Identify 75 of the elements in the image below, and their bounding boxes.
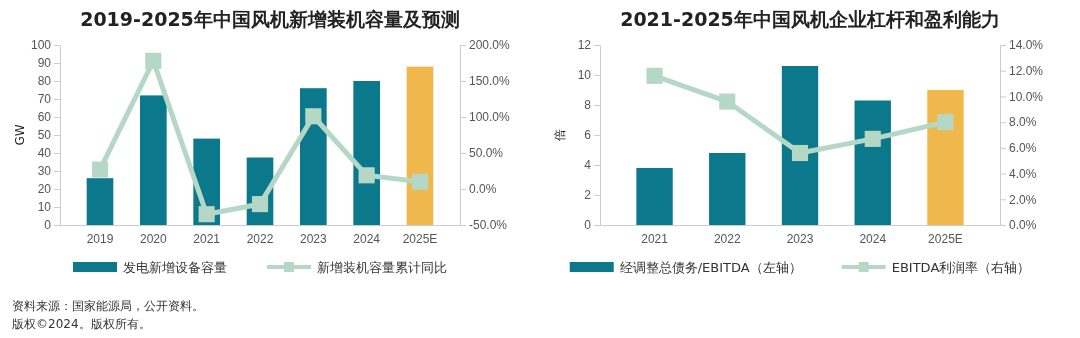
y-tick-label: 60 <box>37 110 52 125</box>
text: 版权©2024。版权所有。 <box>12 317 151 331</box>
point <box>91 161 109 178</box>
x-tick-label: 2025E <box>928 231 963 246</box>
y2-tick-label: 4.0% <box>1009 166 1037 181</box>
y-tick-label: 6 <box>584 128 592 143</box>
point <box>198 206 215 223</box>
y-tick-label: 30 <box>37 164 52 179</box>
y2-tick-label: 50.0% <box>469 146 504 161</box>
point <box>719 93 736 110</box>
y-tick-label: 20 <box>37 182 52 197</box>
point <box>411 173 429 190</box>
legend-label: 发电新增设备容量 <box>123 260 227 275</box>
x-tick-label: 2023 <box>299 231 327 246</box>
y-axis-title: GW <box>13 124 27 146</box>
bar <box>854 100 891 225</box>
point <box>305 108 322 125</box>
y2-tick-label: 2.0% <box>1009 192 1037 207</box>
y2-tick-label: 14.0% <box>1009 38 1044 53</box>
y-tick-label: 10 <box>37 200 52 215</box>
x-tick-label: 2024 <box>859 231 887 246</box>
x-tick-label: 2021 <box>193 231 221 246</box>
y2-tick-label: 10.0% <box>1009 89 1044 104</box>
legend-label: 经调整总债务/EBITDA（左轴） <box>619 260 802 275</box>
y-tick-label: 8 <box>584 98 592 113</box>
x-tick-label: 2020 <box>139 231 167 246</box>
legend-label: EBITDA利润率（右轴） <box>891 260 1031 275</box>
y-tick-label: 70 <box>37 92 52 107</box>
y-tick-label: 100 <box>30 38 52 53</box>
y2-tick-label: 0.0% <box>1009 218 1037 233</box>
bar <box>86 178 114 225</box>
y-tick-label: 12 <box>577 38 592 53</box>
y-tick-label: 40 <box>37 146 52 161</box>
y-tick-label: 0 <box>44 218 52 233</box>
y2-tick-label: 100.0% <box>469 110 511 125</box>
y-tick-label: 2 <box>584 188 592 203</box>
point <box>864 130 881 147</box>
bar <box>406 66 434 225</box>
y-tick-label: 10 <box>577 68 592 83</box>
y-tick-label: 4 <box>584 158 592 173</box>
x-tick-label: 2025E <box>402 231 438 246</box>
x-tick-label: 2019 <box>86 231 114 246</box>
x-tick-label: 2023 <box>786 231 814 246</box>
point <box>646 67 663 84</box>
y2-tick-label: 0.0% <box>469 182 497 197</box>
y-tick-label: 90 <box>37 56 52 71</box>
y2-tick-label: 12.0% <box>1009 64 1044 79</box>
x-tick-label: 2022 <box>246 231 274 246</box>
x-tick-label: 2024 <box>353 231 381 246</box>
y2-tick-label: -50.0% <box>469 218 508 233</box>
bar <box>353 81 380 225</box>
y-tick-label: 0 <box>584 218 592 233</box>
y2-tick-label: 150.0% <box>469 74 511 89</box>
point <box>937 114 954 131</box>
bar <box>781 66 819 225</box>
bar <box>927 90 964 225</box>
point <box>251 196 269 213</box>
y2-tick-label: 8.0% <box>1009 115 1037 130</box>
bar <box>709 153 746 225</box>
legend-label: 新增装机容量累计同比 <box>317 260 447 275</box>
text: 资料来源：国家能源局，公开资料。 <box>12 299 204 313</box>
point <box>145 52 162 69</box>
point <box>791 144 809 162</box>
chart-title: 2021-2025年中国风机企业杠杆和盈利能力 <box>620 8 1000 30</box>
point <box>358 167 375 184</box>
bar <box>140 95 167 225</box>
bar <box>636 168 673 225</box>
y2-tick-label: 200.0% <box>469 38 511 53</box>
x-tick-label: 2021 <box>641 231 669 246</box>
x-tick-label: 2022 <box>713 231 741 246</box>
chart-title: 2019-2025年中国风机新增装机容量及预测 <box>80 8 460 30</box>
y-tick-label: 80 <box>37 74 52 89</box>
y-tick-label: 50 <box>37 128 52 143</box>
y2-tick-label: 6.0% <box>1009 141 1037 156</box>
y-axis-title: 倍 <box>553 129 567 141</box>
